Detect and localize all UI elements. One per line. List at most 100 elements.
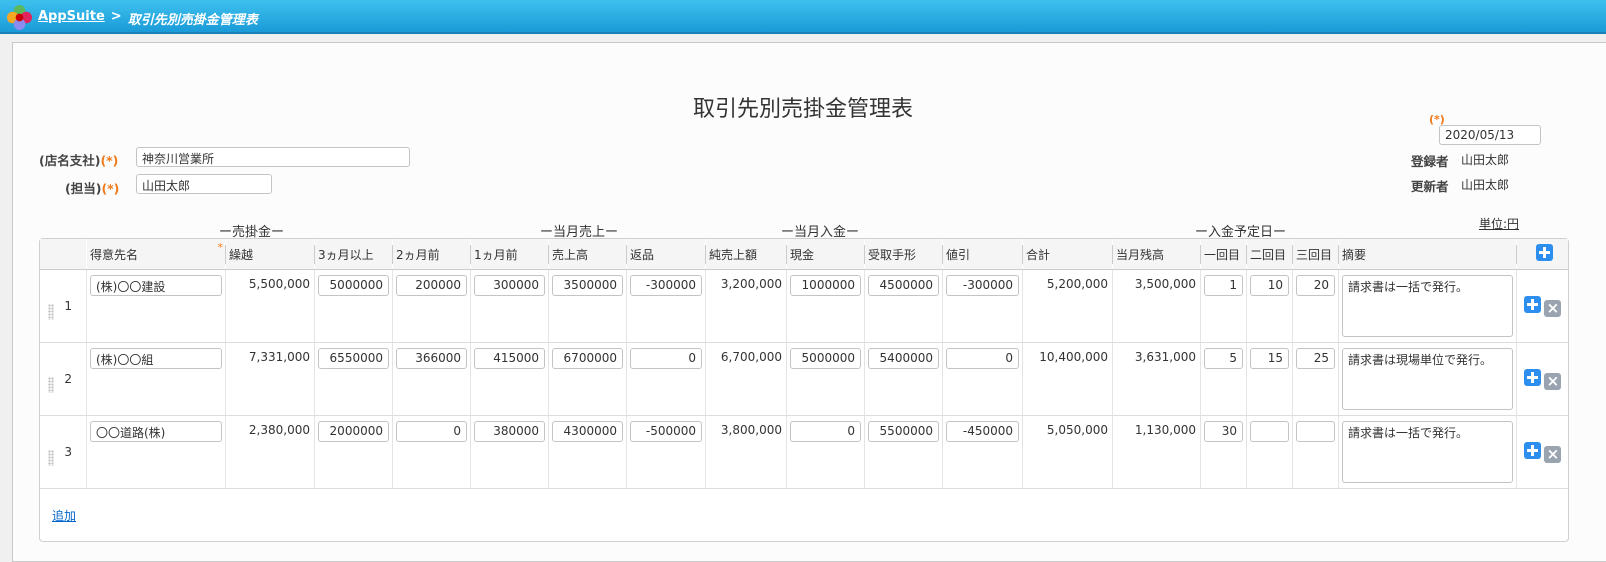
- m2-input[interactable]: 200000: [396, 275, 467, 296]
- add-link[interactable]: 追加: [52, 508, 77, 523]
- cell-name: 〇〇道路(株): [86, 416, 225, 489]
- memo-textarea[interactable]: 請求書は一括で発行。: [1342, 421, 1513, 483]
- unit-label: 単位:円: [1479, 217, 1520, 231]
- cash-input[interactable]: 5000000: [790, 348, 861, 369]
- cell-m3: 2000000: [314, 416, 392, 489]
- m3-input[interactable]: 5000000: [318, 275, 389, 296]
- staff-input[interactable]: 山田太郎: [136, 174, 272, 194]
- insert-row-icon[interactable]: [1523, 295, 1541, 313]
- m1-input[interactable]: 300000: [474, 275, 545, 296]
- add-row-icon[interactable]: [1535, 244, 1553, 261]
- column-header: 値引: [942, 239, 1022, 270]
- d3-input[interactable]: 25: [1296, 348, 1335, 369]
- cell-bill: 5400000: [864, 343, 942, 416]
- breadcrumb-appsuite[interactable]: AppSuite: [38, 9, 105, 24]
- registrant-label: 登録者: [1411, 154, 1449, 169]
- column-header: 現金: [786, 239, 864, 270]
- row-actions: ×: [1516, 270, 1568, 343]
- updater-label: 更新者: [1411, 179, 1449, 194]
- insert-row-icon[interactable]: [1523, 441, 1541, 459]
- cash-input[interactable]: 0: [790, 421, 861, 442]
- sales-input[interactable]: 6700000: [552, 348, 623, 369]
- memo-textarea[interactable]: 請求書は現場単位で発行。: [1342, 348, 1513, 410]
- cell-m1: 300000: [470, 270, 548, 343]
- ret-input[interactable]: -300000: [630, 275, 702, 296]
- bill-input[interactable]: 5500000: [868, 421, 939, 442]
- drag-handle-icon[interactable]: [48, 377, 54, 393]
- insert-row-icon[interactable]: [1523, 368, 1541, 386]
- date-input[interactable]: 2020/05/13: [1439, 125, 1541, 145]
- ret-input[interactable]: 0: [630, 348, 702, 369]
- delete-row-icon[interactable]: ×: [1544, 372, 1562, 390]
- drag-handle-icon[interactable]: [48, 304, 54, 320]
- column-header-label: 二回目: [1250, 247, 1287, 262]
- cell-disc: -300000: [942, 270, 1022, 343]
- row-handle[interactable]: 3: [40, 416, 86, 489]
- name-input[interactable]: 〇〇道路(株): [90, 421, 222, 442]
- d3-input[interactable]: 20: [1296, 275, 1335, 296]
- disc-input[interactable]: 0: [946, 348, 1019, 369]
- store-label: (店名支社)(*): [39, 153, 119, 168]
- store-input[interactable]: 神奈川営業所: [136, 147, 410, 167]
- staff-label: (担当)(*): [65, 181, 120, 196]
- cell-m1: 380000: [470, 416, 548, 489]
- bill-input[interactable]: 4500000: [868, 275, 939, 296]
- top-bar: AppSuite > 取引先別売掛金管理表: [0, 0, 1606, 34]
- column-header-label: 繰越: [229, 247, 254, 262]
- name-input[interactable]: (株)〇〇建設: [90, 275, 222, 296]
- row-handle[interactable]: 1: [40, 270, 86, 343]
- ret-input[interactable]: -500000: [630, 421, 702, 442]
- cell-name: (株)〇〇建設: [86, 270, 225, 343]
- group-sales: ー当月売上ー: [540, 225, 619, 240]
- disc-input[interactable]: -450000: [946, 421, 1019, 442]
- d1-input[interactable]: 1: [1204, 275, 1243, 296]
- m2-input[interactable]: 366000: [396, 348, 467, 369]
- cell-m3: 6550000: [314, 343, 392, 416]
- column-header: 受取手形: [864, 239, 942, 270]
- d2-input[interactable]: 15: [1250, 348, 1289, 369]
- delete-row-icon[interactable]: ×: [1544, 299, 1562, 317]
- cash-input[interactable]: 1000000: [790, 275, 861, 296]
- cell-sales: 6700000: [548, 343, 626, 416]
- cell-m2: 200000: [392, 270, 470, 343]
- row-number: 3: [64, 445, 72, 459]
- d3-input[interactable]: [1296, 421, 1335, 442]
- m1-input[interactable]: 380000: [474, 421, 545, 442]
- m3-input[interactable]: 2000000: [318, 421, 389, 442]
- bill-input[interactable]: 5400000: [868, 348, 939, 369]
- disc-input[interactable]: -300000: [946, 275, 1019, 296]
- column-header: 摘要: [1338, 239, 1516, 270]
- row-actions: ×: [1516, 416, 1568, 489]
- sales-input[interactable]: 3500000: [552, 275, 623, 296]
- add-row-cell: 追加: [40, 489, 1568, 541]
- header-handle: [40, 239, 86, 270]
- d1-input[interactable]: 30: [1204, 421, 1243, 442]
- column-header-label: 摘要: [1342, 247, 1367, 262]
- m1-input[interactable]: 415000: [474, 348, 545, 369]
- cell-disc: 0: [942, 343, 1022, 416]
- drag-handle-icon[interactable]: [48, 450, 54, 466]
- cell-carry: 5,500,000: [225, 270, 314, 343]
- d2-input[interactable]: [1250, 421, 1289, 442]
- d1-input[interactable]: 5: [1204, 348, 1243, 369]
- name-input[interactable]: (株)〇〇組: [90, 348, 222, 369]
- sales-input[interactable]: 4300000: [552, 421, 623, 442]
- column-header: 2ヵ月前: [392, 239, 470, 270]
- row-handle[interactable]: 2: [40, 343, 86, 416]
- row-number: 2: [64, 372, 72, 386]
- table-row: 3 〇〇道路(株) 2,380,000 2000000 0 380000 4300000 -5…: [40, 416, 1568, 489]
- column-header: 得意先名 *: [86, 239, 225, 270]
- cell-cash: 5000000: [786, 343, 864, 416]
- column-header-label: 2ヵ月前: [396, 247, 440, 262]
- column-header: 3ヵ月以上: [314, 239, 392, 270]
- column-header-label: 当月残高: [1116, 247, 1165, 262]
- d2-input[interactable]: 10: [1250, 275, 1289, 296]
- column-header: 二回目: [1246, 239, 1292, 270]
- cell-m1: 415000: [470, 343, 548, 416]
- delete-row-icon[interactable]: ×: [1544, 445, 1562, 463]
- m2-input[interactable]: 0: [396, 421, 467, 442]
- m3-input[interactable]: 6550000: [318, 348, 389, 369]
- column-header-label: 受取手形: [868, 247, 917, 262]
- cell-d2: [1246, 416, 1292, 489]
- memo-textarea[interactable]: 請求書は一括で発行。: [1342, 275, 1513, 337]
